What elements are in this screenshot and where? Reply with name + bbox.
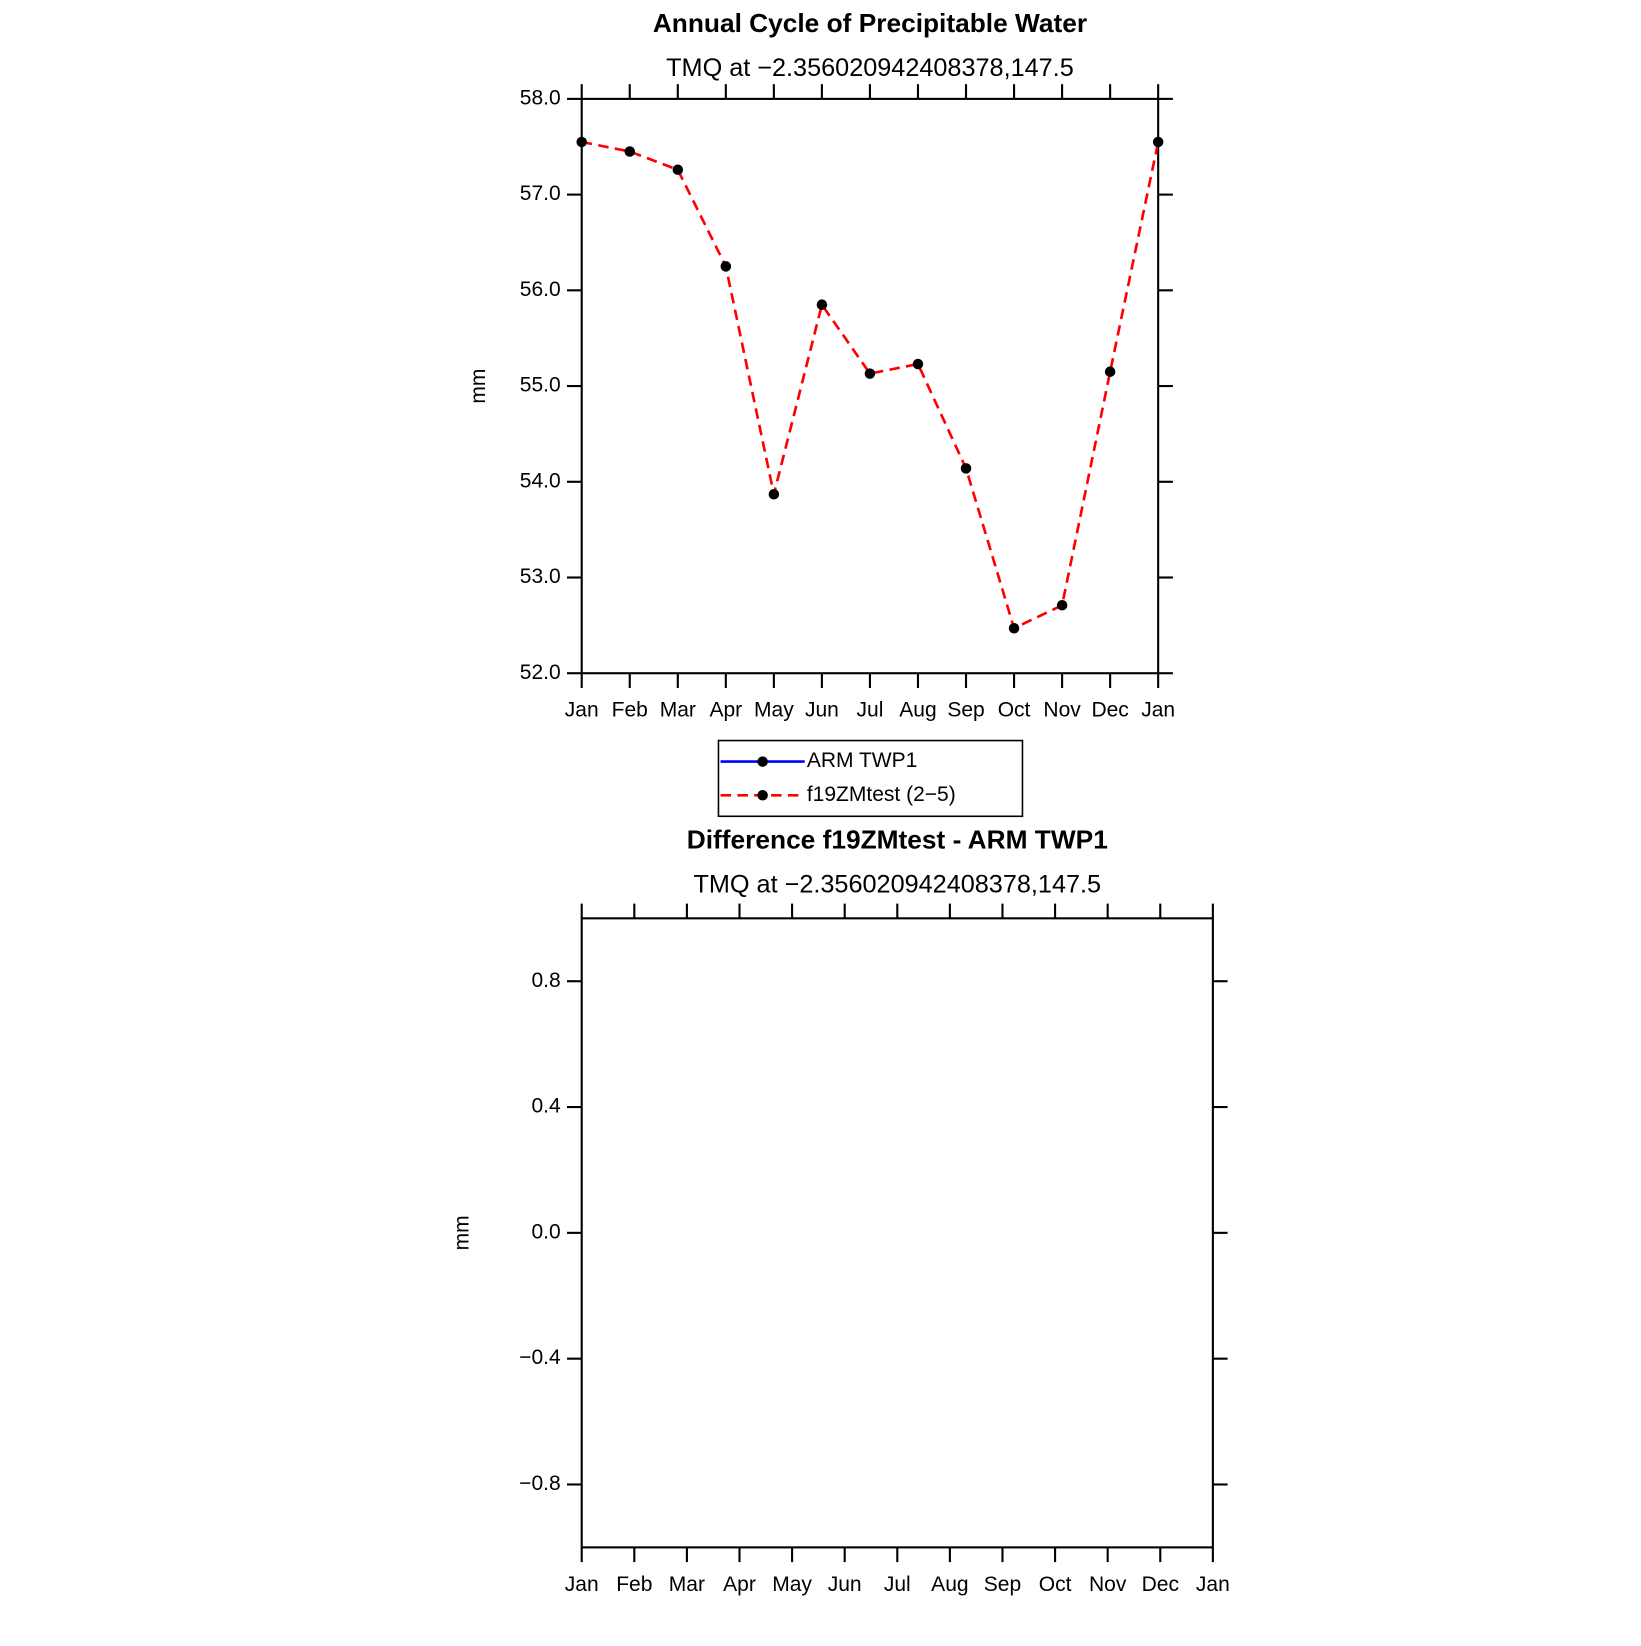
legend-marker	[757, 789, 768, 801]
y-axis-label: mm	[467, 369, 490, 404]
data-point	[1104, 366, 1116, 377]
chart-subtitle: TMQ at −2.356020942408378,147.5	[666, 54, 1074, 82]
x-tick-label: Apr	[723, 1573, 756, 1596]
x-tick-label: Aug	[899, 699, 936, 722]
x-tick-label: May	[754, 699, 794, 722]
x-tick-label: Jun	[828, 1573, 862, 1596]
x-tick-label: Jul	[857, 699, 884, 722]
x-tick-label: Sep	[947, 699, 984, 722]
chart-title: Difference f19ZMtest - ARM TWP1	[687, 824, 1108, 854]
y-tick-label: 0.0	[531, 1220, 560, 1243]
data-point	[576, 136, 587, 148]
data-point	[960, 463, 972, 474]
y-tick-label: 53.0	[520, 565, 561, 588]
y-tick-label: 52.0	[520, 661, 561, 684]
x-tick-label: May	[772, 1573, 812, 1596]
x-tick-label: Nov	[1043, 699, 1081, 722]
chart-subtitle: TMQ at −2.356020942408378,147.5	[693, 870, 1101, 898]
plot-frame	[580, 917, 1214, 1549]
x-tick-label: Jun	[805, 699, 839, 722]
x-tick-label: Jan	[565, 699, 599, 722]
x-tick-label: Aug	[931, 1573, 968, 1596]
y-tick-label: −0.4	[519, 1346, 561, 1369]
data-point	[624, 146, 636, 157]
data-point	[816, 299, 828, 310]
plot-frame	[580, 97, 1160, 675]
x-tick-label: Dec	[1142, 1573, 1179, 1596]
data-point	[672, 164, 684, 175]
legend-box	[717, 739, 1024, 818]
legend-marker	[757, 756, 768, 767]
x-tick-label: Jan	[1141, 699, 1175, 722]
y-tick-label: 55.0	[520, 374, 561, 397]
data-point	[768, 488, 780, 500]
series-line	[581, 140, 1160, 631]
x-tick-label: Oct	[1039, 1573, 1072, 1596]
data-point	[1056, 600, 1068, 611]
data-point	[912, 358, 924, 370]
chart-title: Annual Cycle of Precipitable Water	[653, 8, 1087, 38]
x-tick-label: Mar	[660, 699, 696, 722]
x-tick-label: Jul	[884, 1573, 911, 1596]
x-tick-label: Feb	[616, 1573, 652, 1596]
x-tick-label: Feb	[612, 699, 648, 722]
x-tick-label: Dec	[1091, 699, 1128, 722]
x-tick-label: Nov	[1089, 1573, 1127, 1596]
y-tick-label: 0.4	[531, 1095, 561, 1118]
data-point	[864, 368, 876, 379]
x-tick-label: Jan	[565, 1573, 599, 1596]
y-axis-label: mm	[450, 1215, 473, 1250]
x-tick-label: Jan	[1196, 1573, 1230, 1596]
y-tick-label: 54.0	[520, 469, 561, 492]
x-tick-label: Sep	[984, 1573, 1021, 1596]
y-tick-label: 58.0	[520, 86, 561, 109]
data-point	[1008, 622, 1020, 634]
data-point	[1152, 136, 1164, 148]
data-point	[720, 261, 732, 272]
x-tick-label: Oct	[998, 699, 1031, 722]
legend-label: f19ZMtest (2−5)	[807, 783, 956, 806]
y-tick-label: 0.8	[531, 969, 560, 992]
x-tick-label: Mar	[669, 1573, 705, 1596]
x-tick-label: Apr	[709, 699, 742, 722]
legend-label: ARM TWP1	[807, 749, 918, 772]
y-tick-label: −0.8	[519, 1472, 561, 1495]
y-tick-label: 57.0	[520, 182, 561, 205]
y-tick-label: 56.0	[520, 278, 561, 301]
